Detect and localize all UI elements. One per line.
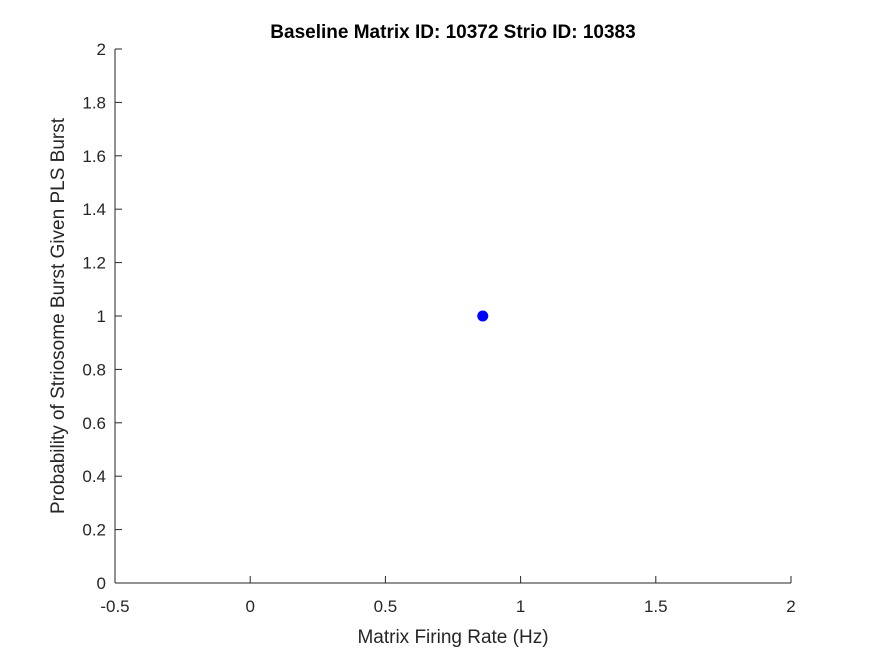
x-tick-label: -0.5 bbox=[100, 597, 129, 616]
x-tick-label: 0 bbox=[245, 597, 254, 616]
y-tick-label: 0.6 bbox=[82, 414, 106, 433]
y-axis-label: Probability of Striosome Burst Given PLS… bbox=[48, 117, 69, 514]
x-tick-label: 0.5 bbox=[374, 597, 398, 616]
y-tick-label: 1 bbox=[97, 307, 106, 326]
y-tick-label: 0.8 bbox=[82, 360, 106, 379]
y-tick-label: 0.2 bbox=[82, 521, 106, 540]
x-tick-label: 1.5 bbox=[644, 597, 668, 616]
y-tick-label: 1.2 bbox=[82, 254, 106, 273]
x-tick-label: 2 bbox=[786, 597, 795, 616]
data-point bbox=[477, 310, 489, 322]
y-axis-ticks: 0 0.2 0.4 0.6 0.8 1 1.2 1.4 1.6 1.8 2 bbox=[82, 40, 122, 593]
x-tick-label: 1 bbox=[516, 597, 525, 616]
x-axis-ticks: -0.5 0 0.5 1 1.5 2 bbox=[100, 576, 796, 616]
y-tick-label: 1.8 bbox=[82, 93, 106, 112]
y-tick-label: 0.4 bbox=[82, 467, 106, 486]
data-points bbox=[477, 310, 489, 322]
axes bbox=[114, 49, 791, 584]
chart-title: Baseline Matrix ID: 10372 Strio ID: 1038… bbox=[270, 22, 635, 43]
y-tick-label: 0 bbox=[97, 574, 106, 593]
x-axis-label: Matrix Firing Rate (Hz) bbox=[357, 627, 548, 648]
y-tick-label: 1.4 bbox=[82, 200, 106, 219]
y-tick-label: 1.6 bbox=[82, 147, 106, 166]
y-tick-label: 2 bbox=[97, 40, 106, 59]
